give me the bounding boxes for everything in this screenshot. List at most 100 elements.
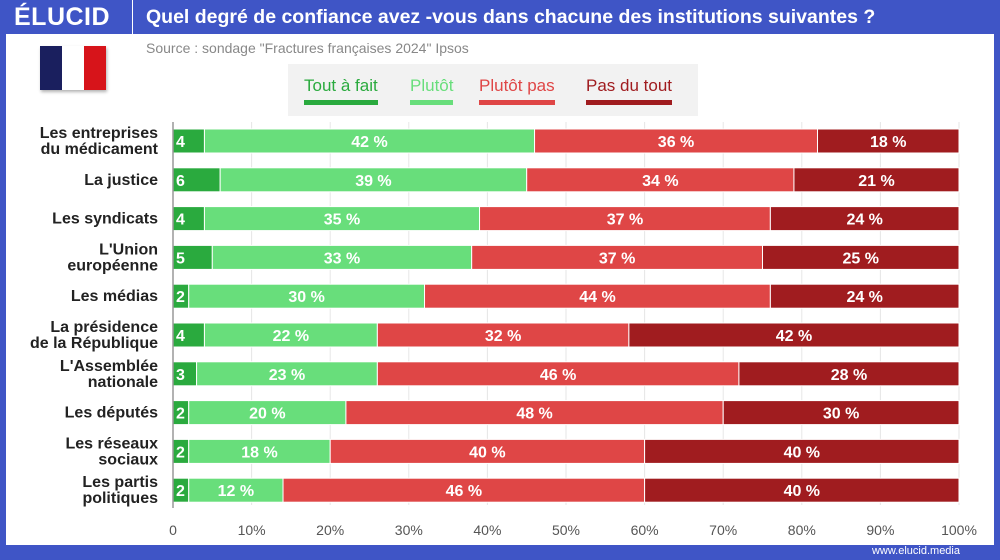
data-label: 30 %	[823, 406, 859, 423]
bar-segment	[211, 244, 473, 270]
bar-segment	[196, 361, 378, 387]
data-label: 2	[176, 483, 185, 500]
data-label: 48 %	[516, 406, 552, 423]
bar-segment	[188, 283, 426, 309]
bar-segment	[479, 206, 771, 232]
x-tick-label: 50%	[552, 522, 580, 538]
bar-segment	[329, 438, 646, 464]
category-label: Les entreprises	[40, 125, 158, 142]
data-label: 20 %	[249, 406, 285, 423]
bar-segment	[471, 244, 763, 270]
data-label: 24 %	[846, 289, 882, 306]
x-tick-label: 60%	[631, 522, 659, 538]
category-label: nationale	[88, 374, 158, 391]
legend-plutot: Plutôt	[410, 76, 454, 105]
bar-segment	[769, 283, 960, 309]
category-label: du médicament	[41, 141, 159, 158]
bar-segment	[203, 206, 481, 232]
data-label: 18 %	[870, 134, 906, 151]
category-label: Les réseaux	[65, 435, 158, 452]
data-label: 46 %	[446, 483, 482, 500]
data-label: 33 %	[324, 250, 360, 267]
category-label: Les syndicats	[52, 211, 158, 228]
divider	[132, 0, 133, 34]
bar-segment	[738, 361, 960, 387]
data-label: 35 %	[324, 212, 360, 229]
category-label: sociaux	[98, 451, 158, 468]
bar-segment	[722, 400, 960, 426]
bar-segment	[628, 322, 960, 348]
data-label: 36 %	[658, 134, 694, 151]
bar-segment	[188, 438, 331, 464]
x-tick-label: 100%	[941, 522, 977, 538]
bar-segment	[188, 400, 347, 426]
chart-title: Quel degré de confiance avez -vous dans …	[146, 6, 876, 28]
bar-segment	[376, 322, 630, 348]
category-label: L'Union	[99, 241, 158, 258]
legend-pas-du-tout: Pas du tout	[586, 76, 673, 105]
data-label: 4	[176, 212, 185, 229]
data-label: 40 %	[784, 483, 820, 500]
bar-segment	[376, 361, 740, 387]
data-label: 37 %	[607, 212, 643, 229]
header: ÉLUCID Quel degré de confiance avez -vou…	[0, 0, 1000, 34]
data-label: 40 %	[784, 444, 820, 461]
x-tick-label: 0	[169, 522, 177, 538]
data-label: 42 %	[351, 134, 387, 151]
france-flag-icon	[40, 46, 106, 90]
logo: ÉLUCID	[14, 3, 111, 31]
data-label: 25 %	[843, 250, 879, 267]
category-label: Les députés	[65, 405, 158, 422]
data-label: 44 %	[579, 289, 615, 306]
data-label: 42 %	[776, 328, 812, 345]
data-label: 46 %	[540, 367, 576, 384]
category-label: de la République	[30, 335, 158, 352]
bar-segment	[793, 167, 960, 193]
bar-segment	[534, 128, 819, 154]
bar-segment	[282, 477, 646, 503]
data-label: 12 %	[218, 483, 254, 500]
bar-segment	[424, 283, 771, 309]
data-label: 34 %	[642, 173, 678, 190]
category-label: Les partis	[82, 474, 158, 491]
category-label: politiques	[82, 490, 158, 507]
x-tick-label: 30%	[395, 522, 423, 538]
category-label: La présidence	[50, 319, 158, 336]
x-tick-label: 70%	[709, 522, 737, 538]
bar-segment	[203, 322, 378, 348]
category-label: européenne	[67, 257, 158, 274]
footer-url: www.elucid.media	[871, 545, 960, 557]
data-label: 2	[176, 289, 185, 306]
category-label: L'Assemblée	[60, 358, 158, 375]
data-label: 18 %	[241, 444, 277, 461]
data-label: 2	[176, 406, 185, 423]
data-label: 30 %	[288, 289, 324, 306]
bar-segment	[817, 128, 960, 154]
source-note: Source : sondage "Fractures françaises 2…	[146, 40, 469, 56]
bar-segment	[644, 438, 960, 464]
bar-segment	[526, 167, 795, 193]
data-label: 39 %	[355, 173, 391, 190]
x-tick-label: 90%	[866, 522, 894, 538]
data-label: 6	[176, 173, 185, 190]
data-label: 21 %	[858, 173, 894, 190]
data-label: 24 %	[846, 212, 882, 229]
data-label: 23 %	[269, 367, 305, 384]
x-tick-label: 80%	[788, 522, 816, 538]
x-tick-label: 20%	[316, 522, 344, 538]
category-label: La justice	[84, 172, 158, 189]
data-label: 2	[176, 444, 185, 461]
data-label: 40 %	[469, 444, 505, 461]
bar-segment	[762, 244, 960, 270]
data-label: 22 %	[273, 328, 309, 345]
category-label: Les médias	[71, 288, 158, 305]
legend: Tout à fait Plutôt Plutôt pas Pas du tou…	[288, 64, 698, 116]
data-label: 37 %	[599, 250, 635, 267]
x-tick-label: 10%	[238, 522, 266, 538]
legend-tout-a-fait: Tout à fait	[304, 76, 378, 105]
data-label: 28 %	[831, 367, 867, 384]
bar-segment	[644, 477, 960, 503]
data-label: 5	[176, 250, 185, 267]
data-label: 3	[176, 367, 185, 384]
